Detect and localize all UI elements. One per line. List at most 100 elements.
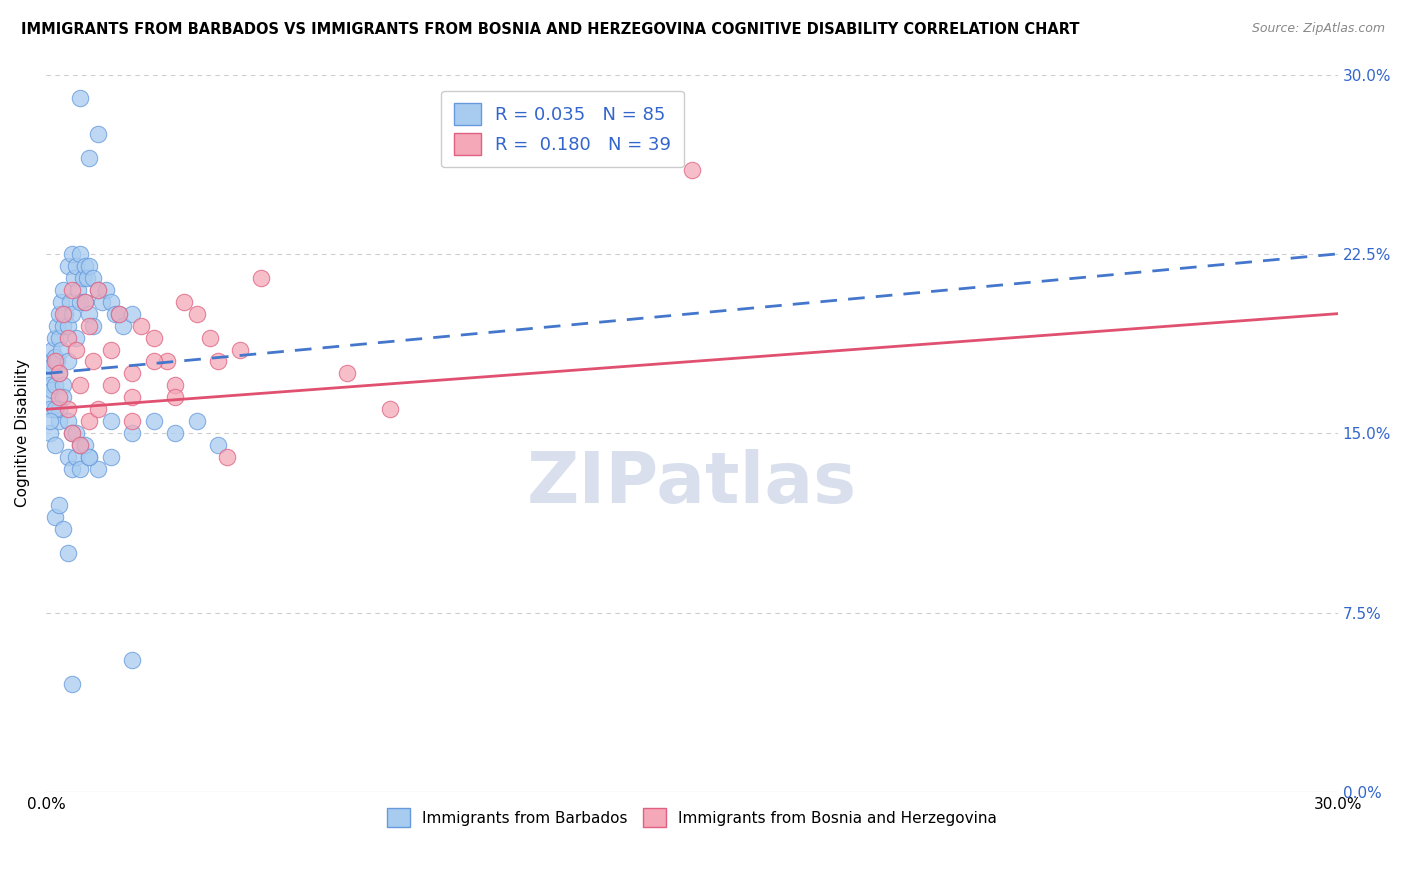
Point bbox=[65, 330, 87, 344]
Point bbox=[65, 343, 87, 357]
Point bbox=[48, 498, 70, 512]
Point bbox=[77, 450, 100, 465]
Point bbox=[100, 414, 122, 428]
Point bbox=[77, 318, 100, 333]
Text: ZIPatlas: ZIPatlas bbox=[527, 449, 856, 518]
Point bbox=[121, 426, 143, 441]
Point bbox=[121, 414, 143, 428]
Point bbox=[49, 343, 72, 357]
Point bbox=[228, 343, 250, 357]
Point bbox=[63, 270, 86, 285]
Point bbox=[100, 294, 122, 309]
Point bbox=[73, 294, 96, 309]
Point bbox=[69, 247, 91, 261]
Point bbox=[108, 307, 131, 321]
Point bbox=[165, 426, 187, 441]
Point bbox=[39, 390, 62, 404]
Point bbox=[53, 307, 76, 321]
Point bbox=[186, 414, 208, 428]
Point bbox=[77, 259, 100, 273]
Point bbox=[39, 426, 62, 441]
Point bbox=[60, 283, 83, 297]
Point bbox=[86, 283, 108, 297]
Point bbox=[108, 307, 131, 321]
Point bbox=[69, 462, 91, 476]
Point bbox=[112, 318, 135, 333]
Point bbox=[82, 354, 104, 368]
Point bbox=[44, 438, 66, 452]
Point bbox=[44, 378, 66, 392]
Point bbox=[69, 294, 91, 309]
Point bbox=[67, 283, 90, 297]
Point bbox=[48, 402, 70, 417]
Point bbox=[52, 283, 75, 297]
Point bbox=[41, 383, 63, 397]
Point bbox=[121, 653, 143, 667]
Point bbox=[60, 462, 83, 476]
Point bbox=[52, 318, 75, 333]
Point bbox=[56, 546, 79, 560]
Point bbox=[100, 343, 122, 357]
Point bbox=[65, 450, 87, 465]
Point bbox=[380, 402, 402, 417]
Point bbox=[86, 462, 108, 476]
Point bbox=[69, 91, 91, 105]
Point bbox=[336, 367, 359, 381]
Text: Source: ZipAtlas.com: Source: ZipAtlas.com bbox=[1251, 22, 1385, 36]
Point bbox=[49, 294, 72, 309]
Point bbox=[104, 307, 127, 321]
Point bbox=[39, 402, 62, 417]
Point bbox=[96, 283, 118, 297]
Point bbox=[76, 270, 98, 285]
Point bbox=[121, 307, 143, 321]
Point bbox=[73, 259, 96, 273]
Point bbox=[77, 307, 100, 321]
Point bbox=[56, 354, 79, 368]
Point bbox=[60, 426, 83, 441]
Point bbox=[65, 426, 87, 441]
Y-axis label: Cognitive Disability: Cognitive Disability bbox=[15, 359, 30, 508]
Point bbox=[39, 414, 62, 428]
Point bbox=[77, 151, 100, 165]
Point bbox=[69, 438, 91, 452]
Point bbox=[48, 367, 70, 381]
Point bbox=[45, 354, 67, 368]
Point bbox=[60, 677, 83, 691]
Point bbox=[41, 359, 63, 374]
Point bbox=[100, 378, 122, 392]
Point bbox=[77, 450, 100, 465]
Legend: Immigrants from Barbados, Immigrants from Bosnia and Herzegovina: Immigrants from Barbados, Immigrants fro… bbox=[380, 801, 1004, 835]
Point bbox=[56, 330, 79, 344]
Point bbox=[82, 270, 104, 285]
Point bbox=[69, 438, 91, 452]
Point bbox=[173, 294, 195, 309]
Point bbox=[60, 307, 83, 321]
Point bbox=[250, 270, 273, 285]
Point bbox=[39, 378, 62, 392]
Point bbox=[48, 307, 70, 321]
Point bbox=[60, 247, 83, 261]
Point bbox=[207, 438, 229, 452]
Point bbox=[86, 283, 108, 297]
Point bbox=[91, 294, 114, 309]
Point bbox=[60, 426, 83, 441]
Point bbox=[142, 354, 165, 368]
Point bbox=[44, 330, 66, 344]
Point bbox=[44, 402, 66, 417]
Point bbox=[59, 294, 82, 309]
Point bbox=[69, 378, 91, 392]
Point bbox=[56, 414, 79, 428]
Point bbox=[39, 354, 62, 368]
Point bbox=[73, 438, 96, 452]
Point bbox=[121, 367, 143, 381]
Point bbox=[82, 318, 104, 333]
Point bbox=[77, 414, 100, 428]
Point bbox=[44, 354, 66, 368]
Point bbox=[39, 367, 62, 381]
Point bbox=[48, 367, 70, 381]
Point bbox=[215, 450, 238, 465]
Point bbox=[186, 307, 208, 321]
Point bbox=[73, 294, 96, 309]
Point bbox=[72, 270, 94, 285]
Point bbox=[44, 510, 66, 524]
